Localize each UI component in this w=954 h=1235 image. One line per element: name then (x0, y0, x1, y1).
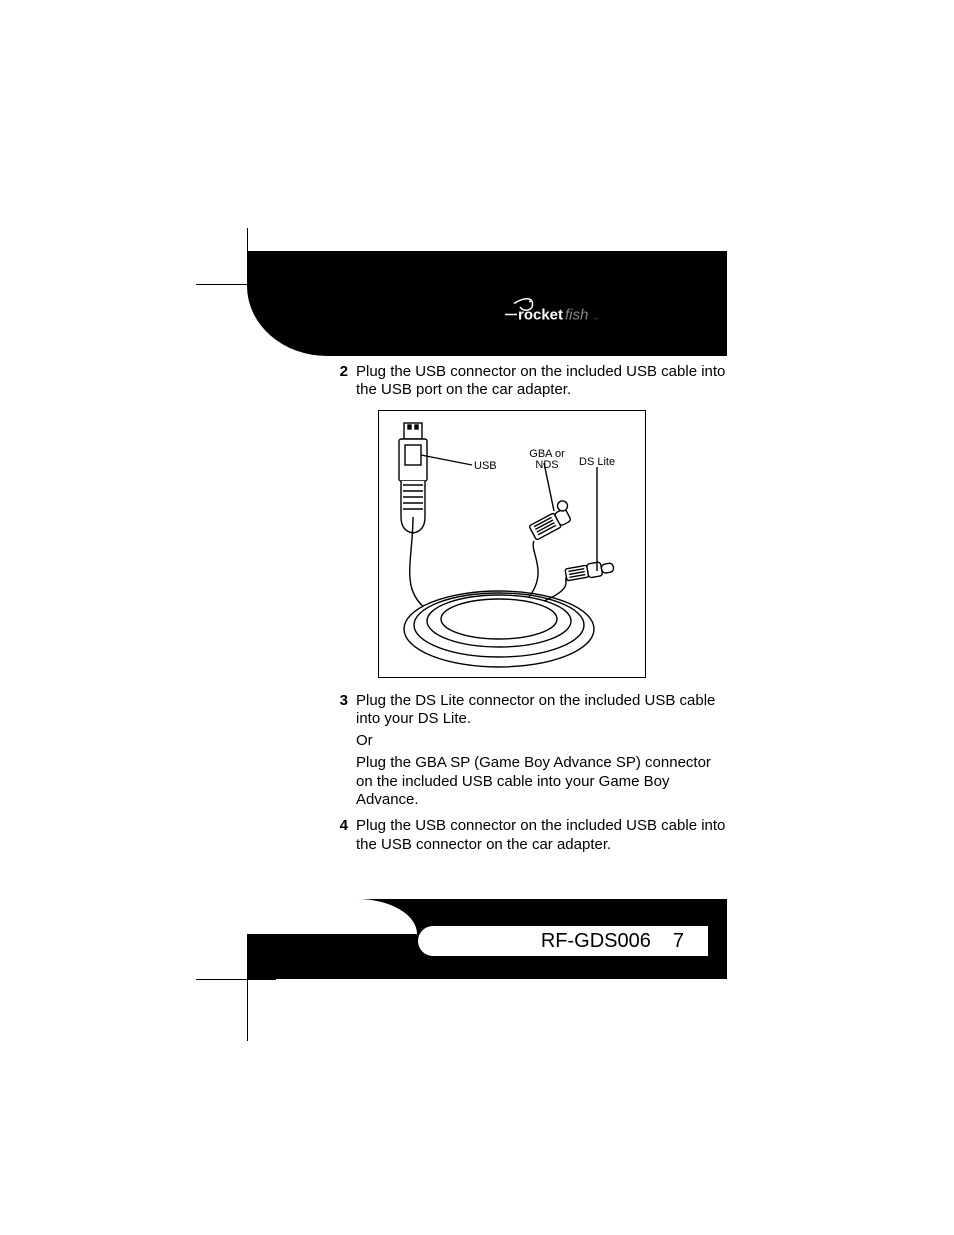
step-number: 4 (328, 817, 348, 854)
step-number: 3 (328, 692, 348, 814)
step-3-line-b: Plug the GBA SP (Game Boy Advance SP) co… (356, 754, 728, 809)
cable-diagram-svg (379, 411, 647, 679)
svg-text:fish: fish (565, 307, 588, 324)
step-text: Plug the USB connector on the included U… (348, 363, 728, 400)
diagram-label-gba: GBA orNDS (527, 449, 567, 472)
model-number: RF-GDS006 (541, 930, 651, 953)
rocketfish-logo-icon: rocket fish ™ (505, 288, 620, 328)
svg-text:rocket: rocket (518, 307, 563, 324)
step-text: Plug the DS Lite connector on the includ… (348, 692, 728, 814)
instruction-content: 2 Plug the USB connector on the included… (328, 363, 728, 858)
footer-pill: RF-GDS006 7 (418, 926, 708, 956)
diagram-label-dslite: DS Lite (579, 457, 615, 469)
step-3-line-a: Plug the DS Lite connector on the includ… (356, 692, 728, 729)
svg-text:™: ™ (594, 318, 598, 322)
step-number: 2 (328, 363, 348, 400)
step-text: Plug the USB connector on the included U… (348, 817, 728, 854)
cable-diagram: USB GBA orNDS DS Lite (378, 410, 646, 678)
step-3-or: Or (356, 732, 728, 750)
step-2: 2 Plug the USB connector on the included… (328, 363, 728, 400)
brand-logo: rocket fish ™ (505, 288, 620, 328)
header-band (247, 251, 727, 356)
step-3: 3 Plug the DS Lite connector on the incl… (328, 692, 728, 814)
crop-mark (247, 979, 248, 1041)
page-number: 7 (673, 930, 684, 953)
diagram-label-usb: USB (474, 461, 497, 473)
step-4: 4 Plug the USB connector on the included… (328, 817, 728, 854)
crop-mark (196, 979, 276, 980)
